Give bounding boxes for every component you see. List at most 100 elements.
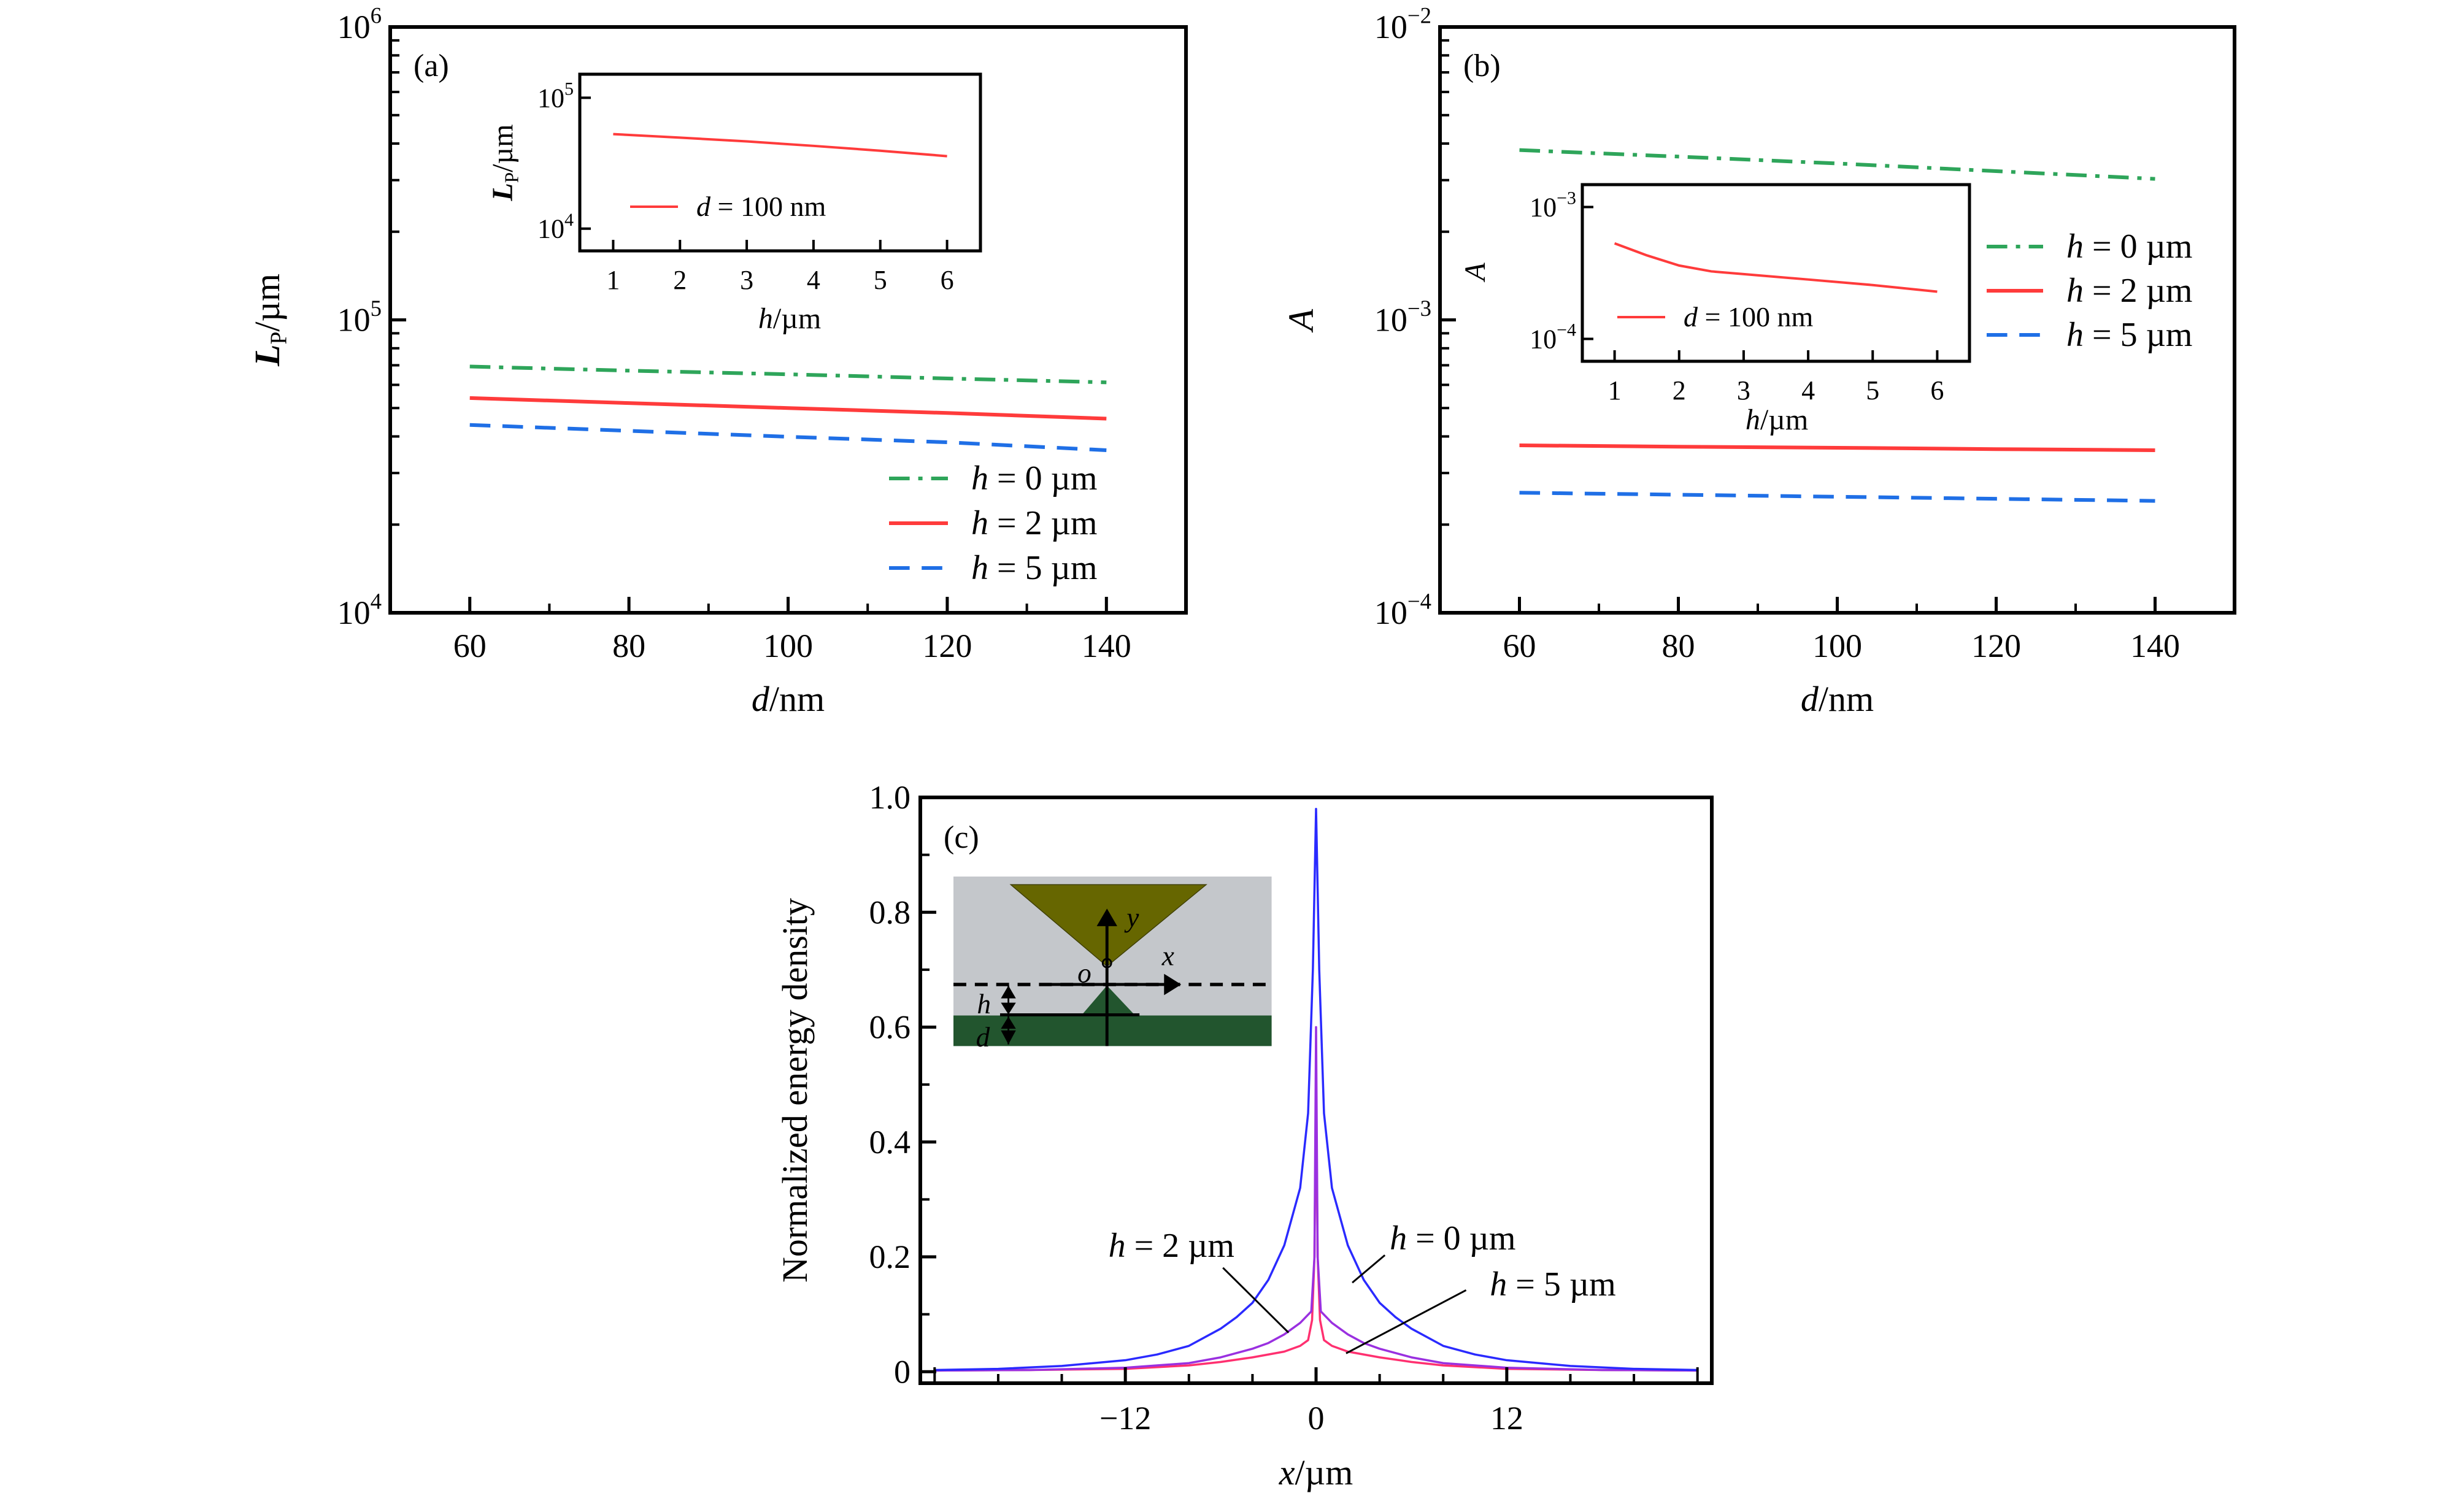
inset-x-tick-label: 2 bbox=[673, 265, 687, 295]
text-span: P bbox=[266, 332, 292, 345]
panel-label: (a) bbox=[414, 48, 449, 83]
inset-x-tick-label: 5 bbox=[1866, 375, 1879, 405]
series-line-h-2-m bbox=[934, 1026, 1698, 1372]
diagram-label-x: x bbox=[1161, 941, 1174, 972]
inset-chart: 1 2 3 4 5 610−410−3d = 100 nmh/µmA bbox=[1459, 183, 1971, 436]
series-line-h-5-m bbox=[469, 423, 1107, 452]
y-tick-label: 0 bbox=[894, 1353, 911, 1390]
text-span: = 2 µm bbox=[2084, 272, 2192, 310]
x-tick-label: 60 bbox=[1503, 628, 1536, 664]
inset-y-tick-label: 104 bbox=[537, 210, 574, 244]
y-tick-label: 106 bbox=[337, 3, 382, 45]
inset-x-tick-label: 3 bbox=[740, 265, 753, 295]
inset-y-tick-label: 105 bbox=[537, 79, 574, 113]
y-tick-label: 0.6 bbox=[869, 1009, 911, 1046]
diagram-label-h: h bbox=[977, 989, 991, 1019]
y-tick-label: 10−4 bbox=[1374, 589, 1431, 631]
series-line-h-0-m bbox=[934, 807, 1698, 1372]
x-tick-label: 80 bbox=[1662, 628, 1695, 664]
inset-x-axis-label: h/µm bbox=[1746, 404, 1808, 436]
text-span: 4 bbox=[371, 589, 382, 614]
x-tick-label: 100 bbox=[763, 628, 813, 664]
text-span: h bbox=[971, 504, 988, 542]
text-span: /nm bbox=[769, 679, 825, 719]
text-span: /µm bbox=[247, 274, 287, 332]
legend-label: h = 5 µm bbox=[971, 549, 1097, 587]
text-span: /µm bbox=[487, 124, 519, 172]
text-span: Normalized energy density bbox=[775, 898, 815, 1283]
text-span: −4 bbox=[1407, 589, 1431, 614]
text-span: h bbox=[1390, 1219, 1407, 1257]
text-span: 10 bbox=[537, 214, 564, 244]
text-span: 10 bbox=[1530, 193, 1557, 223]
x-tick-label: 100 bbox=[1812, 628, 1862, 664]
annotation-leader-line bbox=[1346, 1289, 1467, 1354]
text-span: = 100 nm bbox=[710, 191, 826, 222]
text-span: h bbox=[1109, 1227, 1126, 1265]
inset-x-tick-label: 5 bbox=[874, 265, 887, 295]
text-span: 4 bbox=[564, 210, 574, 230]
text-span: = 0 µm bbox=[988, 459, 1097, 497]
x-tick-label: 140 bbox=[1082, 628, 1131, 664]
inset-x-tick-label: 4 bbox=[807, 265, 820, 295]
inset-x-tick-label: 3 bbox=[1737, 375, 1750, 405]
text-span: 10 bbox=[337, 594, 371, 631]
text-span: = 2 µm bbox=[988, 504, 1097, 542]
text-span: h bbox=[971, 459, 988, 497]
inset-frame bbox=[578, 72, 982, 253]
y-tick-label: 10−2 bbox=[1374, 3, 1431, 45]
x-tick-label: 0 bbox=[1308, 1400, 1325, 1437]
annotation-leader-line bbox=[1352, 1254, 1386, 1284]
y-tick-label: 0.4 bbox=[869, 1124, 911, 1161]
x-tick-label: 80 bbox=[612, 628, 645, 664]
text-span: d bbox=[1801, 679, 1819, 719]
text-span: 10 bbox=[337, 9, 371, 45]
series-line-h-0-m bbox=[1519, 148, 2155, 181]
text-span: −3 bbox=[1557, 188, 1576, 209]
inset-series-line bbox=[613, 132, 947, 158]
legend-label: h = 2 µm bbox=[2066, 272, 2192, 310]
text-span: A bbox=[1281, 309, 1321, 333]
text-span: = 0 µm bbox=[1407, 1219, 1515, 1257]
text-span: 5 bbox=[564, 79, 574, 99]
y-tick-label: 0.8 bbox=[869, 894, 911, 931]
diagram-label-d: d bbox=[976, 1022, 990, 1053]
inset-series-line bbox=[1614, 242, 1938, 293]
y-tick-label: 104 bbox=[337, 589, 382, 631]
diagram-label-o: o bbox=[1077, 958, 1091, 989]
series-line-h-2-m bbox=[469, 396, 1107, 421]
schematic-diagram: yx o hd bbox=[953, 877, 1274, 1053]
annotation-leader-line bbox=[1222, 1267, 1290, 1334]
inset-legend-label: d = 100 nm bbox=[696, 191, 826, 222]
text-span: 6 bbox=[371, 3, 382, 28]
origin-circle bbox=[1101, 958, 1112, 969]
inset-y-tick-label: 10−3 bbox=[1530, 188, 1576, 223]
inset-frame bbox=[1580, 183, 1971, 363]
text-span: /nm bbox=[1819, 679, 1874, 719]
y-tick-label: 10−3 bbox=[1374, 296, 1431, 338]
y-axis-label: Normalized energy density bbox=[775, 898, 815, 1283]
inset-y-tick-label: 10−4 bbox=[1530, 320, 1576, 355]
x-tick-label: 12 bbox=[1490, 1400, 1523, 1437]
y-axis-label: A bbox=[1281, 309, 1321, 333]
inset-x-tick-label: 1 bbox=[1608, 375, 1622, 405]
text-span: 10 bbox=[337, 302, 371, 339]
x-tick-label: −12 bbox=[1099, 1400, 1151, 1437]
series-line-h-0-m bbox=[469, 364, 1107, 385]
diagram-label-y: y bbox=[1124, 902, 1139, 933]
text-span: /µm bbox=[1295, 1453, 1353, 1492]
text-span: = 5 µm bbox=[2084, 316, 2192, 354]
text-span: = 2 µm bbox=[1126, 1227, 1234, 1265]
text-span: A bbox=[1459, 263, 1492, 283]
text-span: = 0 µm bbox=[2084, 228, 2192, 266]
panel-label: (b) bbox=[1463, 48, 1501, 83]
text-span: h bbox=[971, 549, 988, 587]
inset-y-axis-label: A bbox=[1459, 263, 1492, 283]
text-span: 10 bbox=[1374, 302, 1407, 339]
panel-label: (c) bbox=[944, 820, 979, 855]
